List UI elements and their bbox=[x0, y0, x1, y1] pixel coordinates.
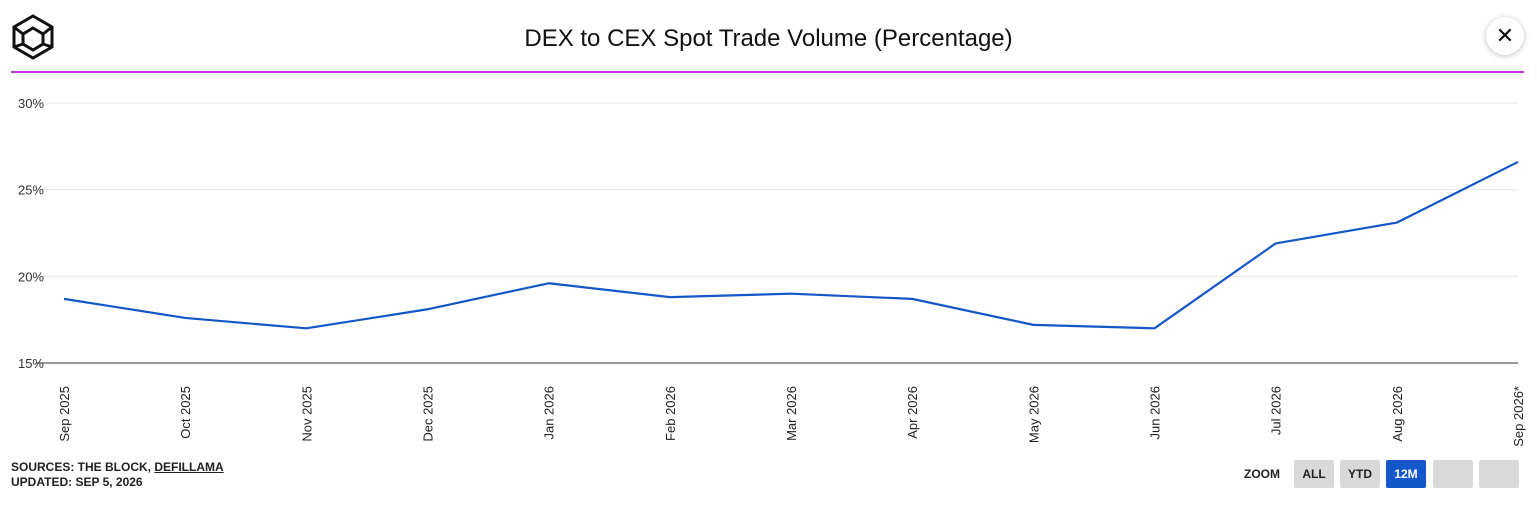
zoom-button-5[interactable] bbox=[1479, 460, 1519, 488]
zoom-12m-button[interactable]: 12M bbox=[1386, 460, 1426, 488]
zoom-button-4[interactable] bbox=[1433, 460, 1473, 488]
zoom-controls: ZOOM ALL YTD 12M bbox=[0, 460, 1537, 488]
zoom-label: ZOOM bbox=[1244, 467, 1280, 481]
y-tick-label: 20% bbox=[18, 269, 44, 284]
x-tick-label: May 2026 bbox=[1026, 386, 1041, 443]
sources-text: SOURCES: THE BLOCK, DEFILLAMA bbox=[11, 460, 224, 474]
x-tick-label: Feb 2026 bbox=[663, 386, 678, 441]
close-button[interactable]: ✕ bbox=[1486, 17, 1524, 55]
series-line bbox=[63, 160, 1519, 330]
zoom-ytd-button[interactable]: YTD bbox=[1340, 460, 1380, 488]
chart-footer: SOURCES: THE BLOCK, DEFILLAMA UPDATED: S… bbox=[11, 460, 224, 490]
x-tick-label: Jun 2026 bbox=[1148, 386, 1163, 440]
x-tick-label: Jul 2026 bbox=[1269, 386, 1284, 435]
updated-text: UPDATED: SEP 5, 2026 bbox=[11, 475, 143, 489]
close-icon: ✕ bbox=[1495, 23, 1515, 48]
zoom-all-button[interactable]: ALL bbox=[1294, 460, 1334, 488]
title-divider bbox=[11, 71, 1524, 73]
x-tick-label: Apr 2026 bbox=[905, 386, 920, 439]
the-block-logo-icon bbox=[12, 14, 54, 60]
x-tick-label: Oct 2025 bbox=[178, 386, 193, 439]
x-tick-label: Nov 2025 bbox=[299, 386, 314, 442]
x-tick-label: Sep 2026* bbox=[1511, 386, 1526, 447]
y-tick-label: 30% bbox=[18, 96, 44, 111]
y-tick-label: 15% bbox=[18, 356, 44, 371]
x-tick-label: Dec 2025 bbox=[421, 386, 436, 442]
x-tick-label: Mar 2026 bbox=[784, 386, 799, 441]
y-tick-label: 25% bbox=[18, 183, 44, 198]
x-tick-label: Aug 2026 bbox=[1390, 386, 1405, 442]
x-tick-label: Jan 2026 bbox=[542, 386, 557, 440]
line-chart: 15% 20% 25% 30% Sep 2025 Oct 2025 Nov 2025 Dec … bbox=[18, 96, 1526, 447]
x-tick-label: Sep 2025 bbox=[57, 386, 72, 442]
sources-link[interactable]: DEFILLAMA bbox=[154, 460, 224, 474]
chart-title: DEX to CEX Spot Trade Volume (Percentage… bbox=[524, 25, 1013, 52]
